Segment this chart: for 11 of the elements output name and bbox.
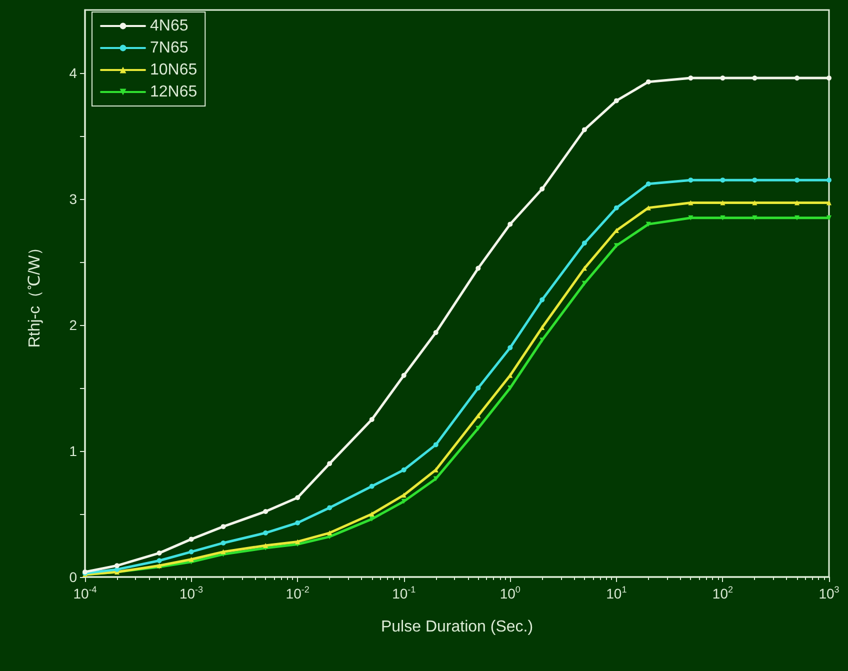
legend-label: 10N65 <box>150 62 198 78</box>
legend-label: 12N65 <box>150 84 198 100</box>
y-tick-label: 2 <box>69 317 78 333</box>
x-axis-title: Pulse Duration (Sec.) <box>380 618 534 636</box>
y-tick-label: 0 <box>69 569 78 585</box>
legend-label: 4N65 <box>150 18 188 34</box>
y-tick-label: 3 <box>69 191 78 207</box>
y-axis-title: Rthj-c（℃/W） <box>26 239 44 348</box>
y-tick-label: 1 <box>69 443 78 459</box>
legend-label: 7N65 <box>150 40 188 56</box>
y-tick-label: 4 <box>69 65 78 81</box>
